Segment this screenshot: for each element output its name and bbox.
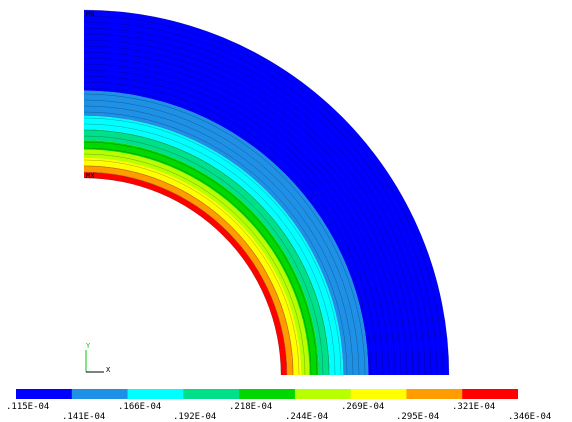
contour-line (83, 129, 330, 376)
contour-band (84, 10, 449, 375)
contour-line (83, 105, 354, 376)
contour-line (83, 33, 426, 376)
contour-line (83, 15, 444, 376)
legend-label: .269E-04 (341, 402, 385, 412)
contour-bands (83, 9, 450, 376)
legend-label: .321E-04 (452, 402, 496, 412)
contour-line (83, 51, 408, 376)
legend-label: .346E-04 (508, 412, 552, 422)
min-marker: MN (86, 10, 95, 18)
triad-y-label: Y (86, 342, 91, 350)
contour-line (83, 159, 300, 376)
legend-label: .244E-04 (285, 412, 329, 422)
legend-color-bar (16, 389, 518, 399)
contour-line (83, 99, 360, 376)
contour-line (83, 135, 324, 376)
contour-line (83, 177, 282, 376)
coordinate-triad (85, 350, 104, 373)
contour-line (83, 117, 342, 376)
contour-line (83, 111, 348, 376)
contour-line (83, 93, 366, 376)
legend-label: .295E-04 (396, 412, 440, 422)
legend-label: .141E-04 (62, 412, 106, 422)
contour-line (83, 63, 396, 376)
legend-swatch (406, 389, 463, 399)
legend-swatch (350, 389, 407, 399)
contour-band (84, 90, 369, 375)
contour-line (83, 87, 372, 376)
contour-line (83, 147, 312, 376)
contour-line (83, 9, 450, 376)
contour-line (83, 153, 306, 376)
legend-swatch (294, 389, 352, 399)
legend-swatch (462, 389, 518, 399)
legend-swatch (183, 389, 240, 399)
contour-line (83, 81, 378, 376)
contour-line (83, 141, 318, 376)
legend-swatch (127, 389, 184, 399)
contour-line (83, 123, 336, 376)
legend-swatch (239, 389, 296, 399)
contour-line (83, 57, 402, 376)
legend-label: .192E-04 (173, 412, 217, 422)
legend-swatch (16, 389, 73, 399)
legend-label: .166E-04 (118, 402, 162, 412)
contour-line (83, 21, 438, 376)
contour-line (83, 75, 384, 376)
contour-line (83, 45, 414, 376)
legend-label: .218E-04 (229, 402, 273, 412)
legend-label: .115E-04 (6, 402, 50, 412)
contour-line (83, 39, 420, 376)
contour-line (83, 69, 390, 376)
max-marker: MX (86, 172, 95, 180)
contour-line (83, 165, 294, 376)
triad-x-label: X (106, 366, 111, 374)
legend-swatch (71, 389, 129, 399)
contour-line (83, 171, 288, 376)
contour-line (83, 27, 432, 376)
